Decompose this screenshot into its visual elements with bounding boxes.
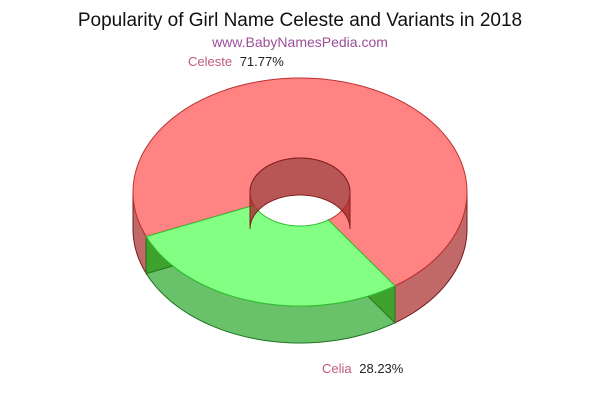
slice-label-celia: Celia 28.23% [322,361,404,376]
slice-label-celeste: Celeste 71.77% [188,54,284,69]
chart-title: Popularity of Girl Name Celeste and Vari… [77,10,523,31]
chart-subtitle[interactable]: www.BabyNamesPedia.com [212,34,388,50]
slice-name-celia: Celia [322,361,352,376]
inner-wall-celeste [249,157,351,230]
slice-pct-celia: 28.23% [359,361,404,376]
slice-pct-celeste: 71.77% [240,54,285,69]
slice-name-celeste: Celeste [188,54,232,69]
